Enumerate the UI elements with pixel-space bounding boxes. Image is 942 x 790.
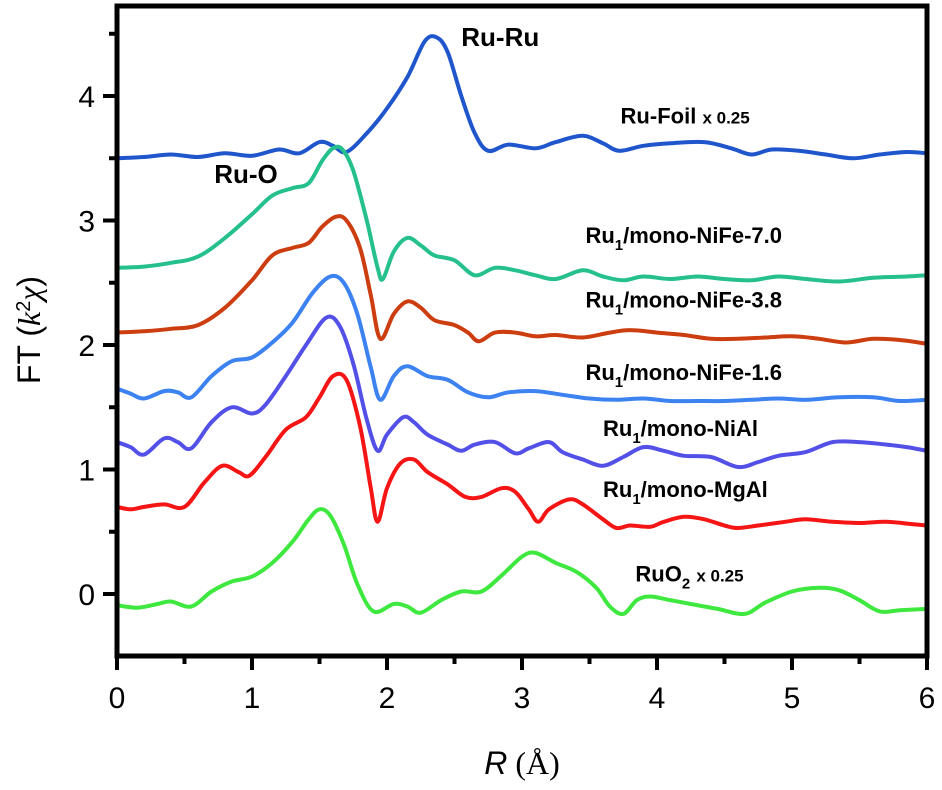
y-tick-label: 2 xyxy=(78,330,95,363)
series-label: RuO2 x 0.25 xyxy=(635,562,743,593)
series-label: Ru1/mono-MgAl xyxy=(603,477,768,508)
x-tick-label: 4 xyxy=(649,682,666,715)
peak-annotation: Ru-O xyxy=(214,159,278,189)
x-tick-label: 6 xyxy=(919,682,936,715)
y-tick-label: 3 xyxy=(78,206,95,239)
series-line xyxy=(115,144,929,284)
plot-curves xyxy=(115,34,929,617)
series-label: Ru-Foil x 0.25 xyxy=(621,103,750,128)
y-tick-label: 1 xyxy=(78,455,95,488)
series-line xyxy=(115,314,929,470)
series-line xyxy=(115,214,929,346)
series-label: Ru1/mono-NiFe-7.0 xyxy=(585,223,782,254)
peak-annotations: Ru-Ru Ru-O xyxy=(214,22,539,189)
x-tick-label: 5 xyxy=(784,682,801,715)
x-tick-label: 2 xyxy=(379,682,396,715)
series-line xyxy=(115,507,929,617)
y-axis-ticks: 0 1 2 3 4 xyxy=(78,31,117,612)
x-axis-title: R (Å) xyxy=(484,745,560,781)
curve-labels: Ru-Foil x 0.25 Ru1/mono-NiFe-7.0 Ru1/mono-… xyxy=(585,103,782,592)
series-label: Ru1/mono-NiFe-3.8 xyxy=(585,288,782,319)
x-axis-ticks: 0 1 2 3 4 5 6 xyxy=(109,656,936,715)
x-tick-label: 0 xyxy=(109,682,126,715)
y-tick-label: 0 xyxy=(78,579,95,612)
y-tick-label: 4 xyxy=(78,81,95,114)
x-tick-label: 3 xyxy=(514,682,531,715)
peak-annotation: Ru-Ru xyxy=(461,22,539,52)
series-label: Ru1/mono-NiAl xyxy=(603,416,758,447)
x-tick-label: 1 xyxy=(244,682,261,715)
series-line xyxy=(115,273,929,404)
series-line xyxy=(115,34,929,161)
series-line xyxy=(115,371,929,531)
y-axis-title: FT (k2χ) xyxy=(11,276,47,384)
series-label: Ru1/mono-NiFe-1.6 xyxy=(585,360,782,391)
